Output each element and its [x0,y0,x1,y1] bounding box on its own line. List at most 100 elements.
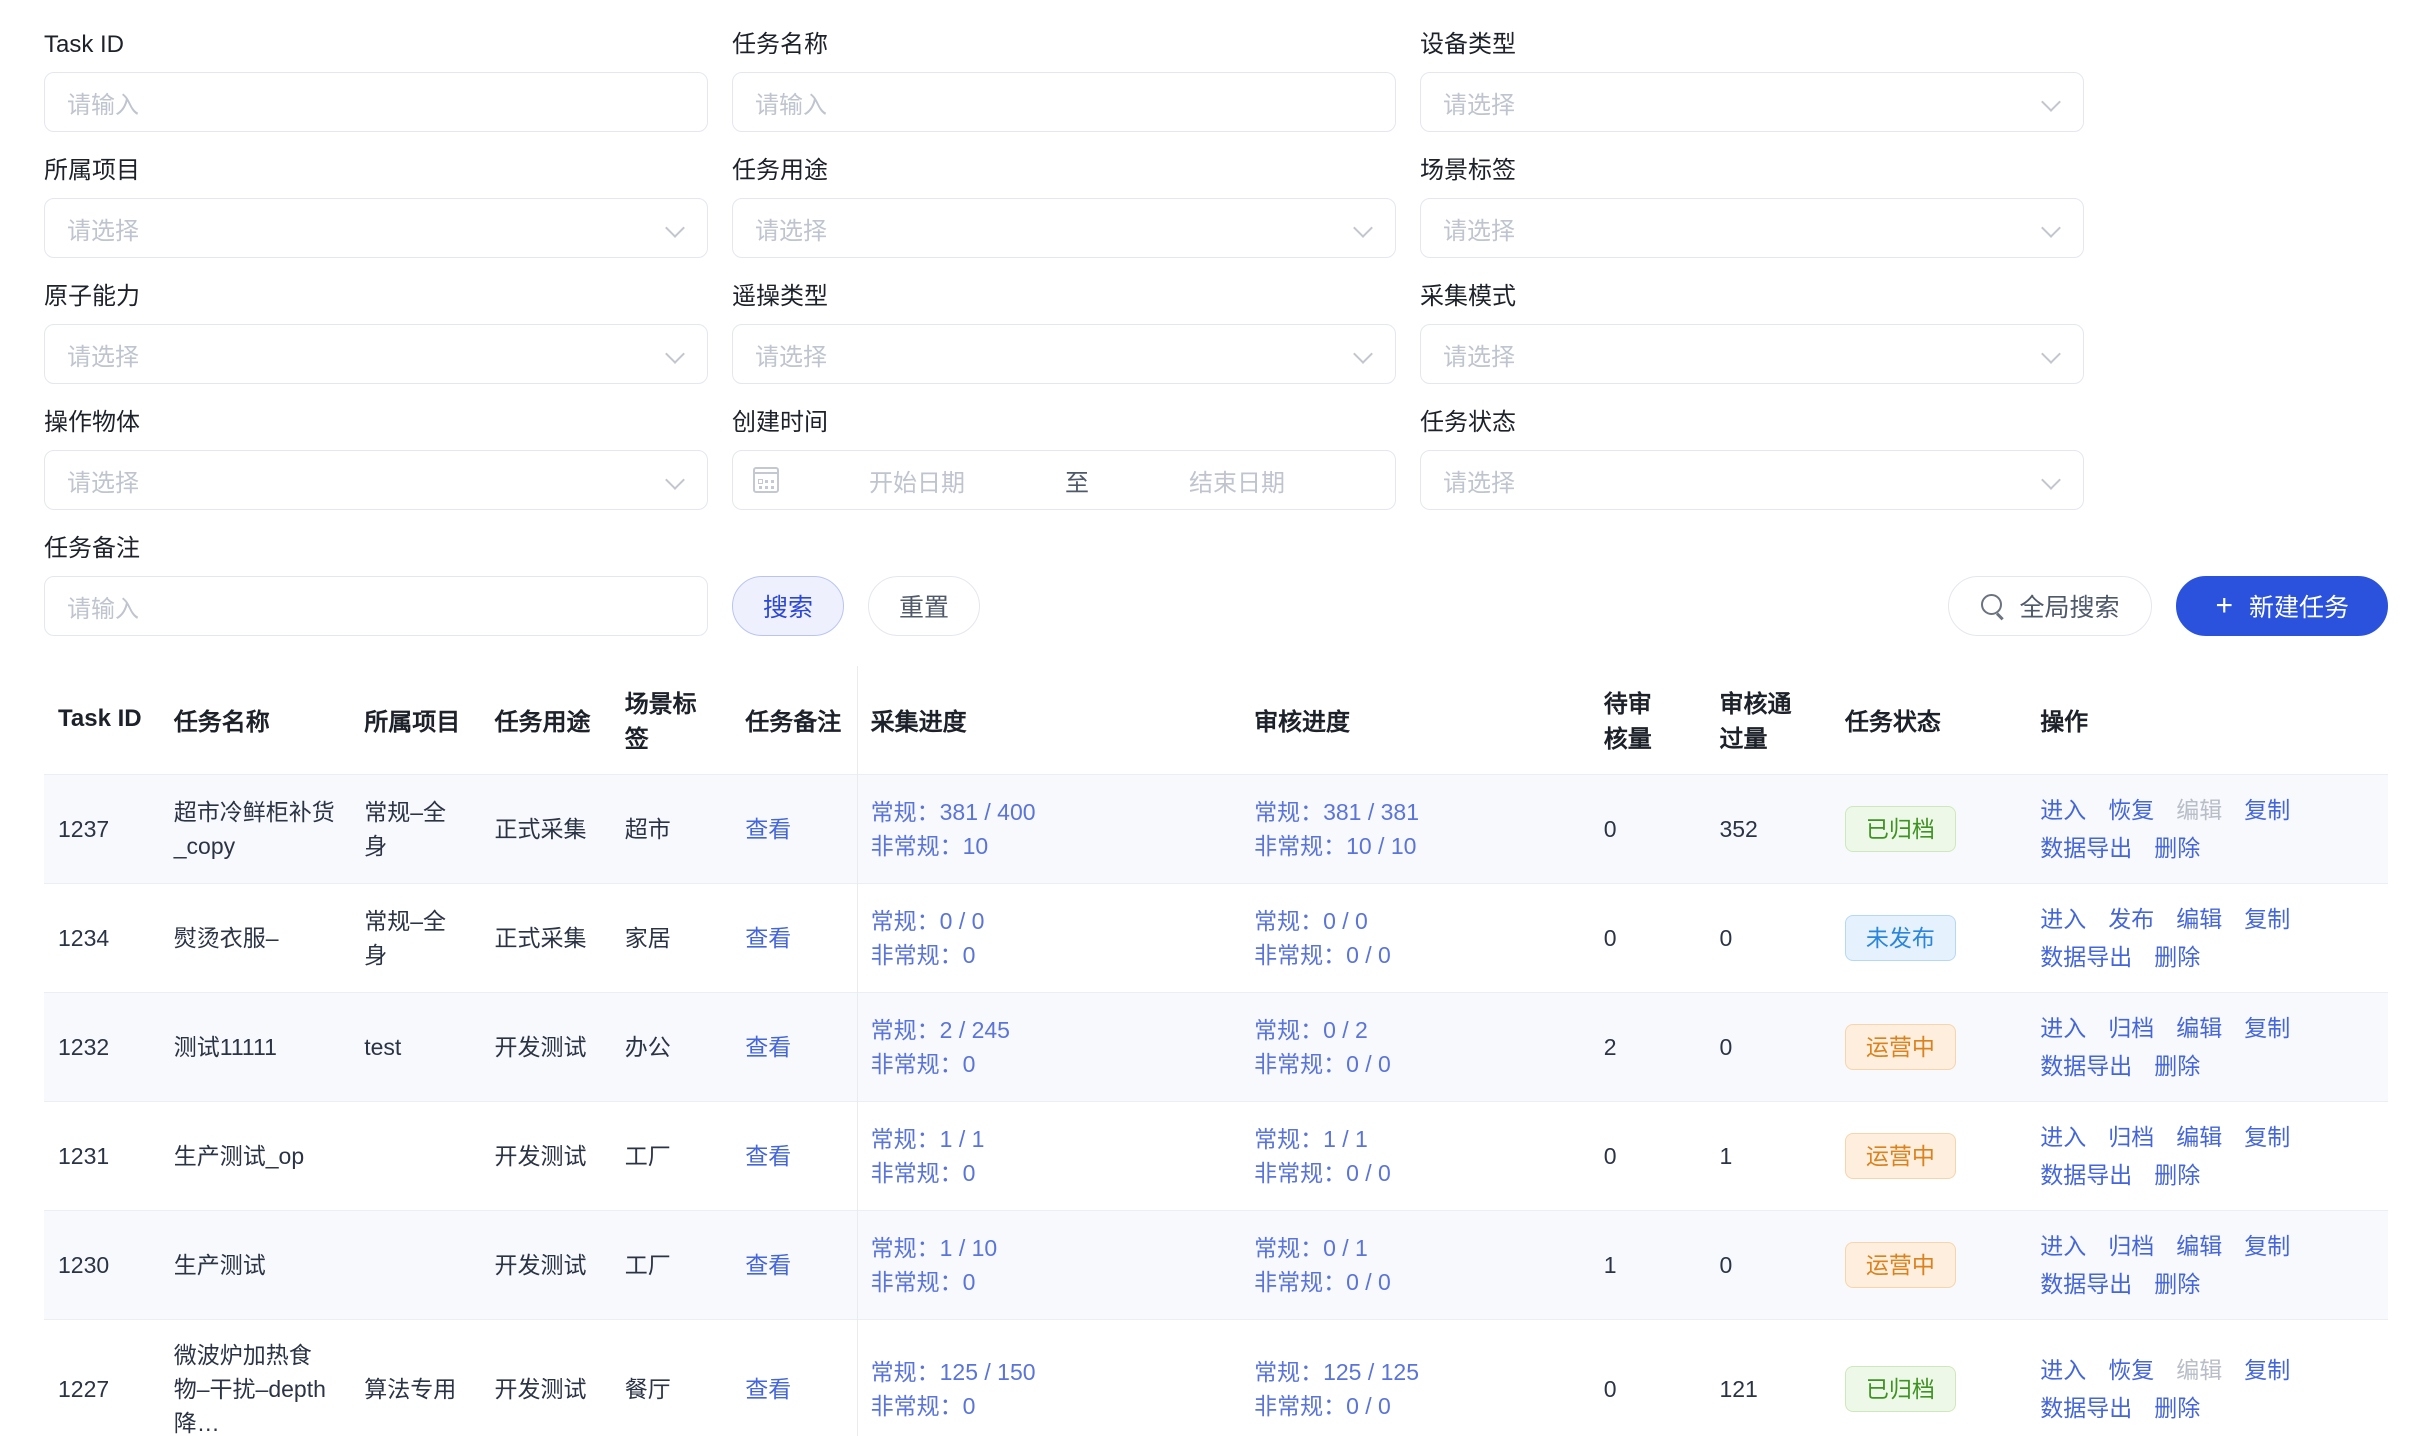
op-action[interactable]: 删除 [2154,1271,2201,1297]
passed-line-2: 过量 [1719,726,1768,753]
view-remark-link[interactable]: 查看 [745,1143,792,1169]
label-regular: 常规： [1254,799,1324,825]
collection-mode-placeholder: 请选择 [1443,343,1515,371]
column-header-ops: 操作 [2026,666,2388,775]
status-badge: 运营中 [1844,1024,1956,1070]
task-purpose-select[interactable]: 请选择 [732,198,1396,258]
global-search-button[interactable]: 全局搜索 [1948,576,2153,636]
collection-mode-select[interactable]: 请选择 [1420,324,2084,384]
op-action[interactable]: 归档 [2108,1233,2155,1259]
op-action[interactable]: 进入 [2040,1015,2087,1041]
cell-collect-progress-regular-value: 381 / 400 [939,799,1036,825]
task-name-input[interactable]: 请输入 [732,72,1396,132]
cell-passed-text: 0 [1719,925,1733,951]
cell-passed: 0 [1705,992,1831,1102]
atomic-capability-select[interactable]: 请选择 [44,324,708,384]
op-action[interactable]: 删除 [2154,944,2201,970]
label-irregular: 非常规： [870,942,963,968]
ops-list: 进入 归档 编辑 复制数据导出 删除 [2040,1229,2374,1301]
op-action[interactable]: 数据导出 [2040,1053,2133,1079]
op-action[interactable]: 复制 [2244,1357,2291,1383]
task-id-input[interactable]: 请输入 [44,72,708,132]
cell-audit-progress-irregular: 非常规：0 / 0 [1254,1047,1576,1081]
cell-audit-progress-irregular-value: 0 / 0 [1346,1160,1391,1186]
op-action[interactable]: 归档 [2108,1124,2155,1150]
label-regular: 常规： [1254,1235,1324,1261]
cell-scene: 家居 [610,883,732,993]
cell-project: test [350,992,481,1102]
op-action[interactable]: 编辑 [2176,1124,2223,1150]
field-scene-tag: 场景标签 请选择 [1420,154,2084,258]
cell-collect-progress-irregular-value: 0 [962,1393,976,1419]
label-regular: 常规： [1254,1359,1324,1385]
project-select[interactable]: 请选择 [44,198,708,258]
cell-purpose: 开发测试 [480,1210,611,1320]
op-action[interactable]: 复制 [2244,1015,2291,1041]
op-action[interactable]: 进入 [2040,1124,2087,1150]
view-remark-link[interactable]: 查看 [745,1376,792,1402]
op-action[interactable]: 数据导出 [2040,1162,2133,1188]
cell-passed: 121 [1705,1319,1831,1436]
op-action[interactable]: 进入 [2040,1357,2087,1383]
op-action[interactable]: 编辑 [2176,906,2223,932]
label-irregular: 非常规： [870,833,963,859]
op-action[interactable]: 复制 [2244,906,2291,932]
view-remark-link[interactable]: 查看 [745,925,792,951]
cell-passed: 1 [1705,1101,1831,1211]
view-remark-link[interactable]: 查看 [745,816,792,842]
date-end-input[interactable]: 结束日期 [1189,469,1285,497]
cell-passed-text: 0 [1719,1034,1733,1060]
global-search-label: 全局搜索 [2019,594,2120,622]
created-time-range-picker[interactable]: 开始日期 至 结束日期 [732,450,1396,510]
filter-form: Task ID 请输入 任务名称 请输入 设备类型 请选择 所属项目 请选择 任务用途 请选择 场景… [44,0,2388,636]
view-remark-link[interactable]: 查看 [745,1252,792,1278]
cell-task-name: 生产测试_op [159,1101,351,1211]
op-action[interactable]: 归档 [2108,1015,2155,1041]
cell-collect-progress-irregular: 非常规：0 [871,1389,1226,1423]
task-status-select[interactable]: 请选择 [1420,450,2084,510]
op-action[interactable]: 恢复 [2108,797,2155,823]
scene-tag-select[interactable]: 请选择 [1420,198,2084,258]
task-remark-input[interactable]: 请输入 [44,576,708,636]
op-action[interactable]: 数据导出 [2040,1395,2133,1421]
op-action[interactable]: 恢复 [2108,1357,2155,1383]
op-action[interactable]: 删除 [2154,1162,2201,1188]
op-action[interactable]: 复制 [2244,797,2291,823]
op-action[interactable]: 进入 [2040,1233,2087,1259]
op-action[interactable]: 编辑 [2176,1233,2223,1259]
cell-audit-progress-irregular: 非常规：0 / 0 [1254,1389,1576,1423]
date-start-input[interactable]: 开始日期 [869,469,965,497]
device-type-select[interactable]: 请选择 [1420,72,2084,132]
field-atomic-capability: 原子能力 请选择 [44,280,708,384]
label-regular: 常规： [1254,1017,1324,1043]
op-action[interactable]: 删除 [2154,1053,2201,1079]
op-action[interactable]: 复制 [2244,1233,2291,1259]
op-action[interactable]: 编辑 [2176,1015,2223,1041]
op-action[interactable]: 数据导出 [2040,1271,2133,1297]
op-action[interactable]: 删除 [2154,835,2201,861]
new-task-button[interactable]: + 新建任务 [2176,576,2388,636]
reset-button[interactable]: 重置 [868,576,980,636]
filter-rows: Task ID 请输入 任务名称 请输入 设备类型 请选择 所属项目 请选择 任务用途 请选择 场景… [44,28,2388,384]
op-action[interactable]: 数据导出 [2040,835,2133,861]
view-remark-link[interactable]: 查看 [745,1034,792,1060]
filter-row-2: 所属项目 请选择 任务用途 请选择 场景标签 请选择 [44,154,2388,258]
label-irregular: 非常规： [1254,1051,1347,1077]
op-action[interactable]: 删除 [2154,1395,2201,1421]
op-action[interactable]: 数据导出 [2040,944,2133,970]
cell-audit-progress-irregular-value: 0 / 0 [1346,1051,1391,1077]
cell-task-id-text: 1231 [58,1143,110,1169]
cell-audit-progress-regular: 常规：0 / 2 [1254,1013,1576,1047]
op-action[interactable]: 复制 [2244,1124,2291,1150]
op-action[interactable]: 发布 [2108,906,2155,932]
cell-pending: 0 [1589,883,1706,993]
cell-collect-progress-irregular: 非常规：10 [871,829,1226,863]
op-action[interactable]: 进入 [2040,797,2087,823]
operate-object-select[interactable]: 请选择 [44,450,708,510]
teleop-type-select[interactable]: 请选择 [732,324,1396,384]
cell-scene-text: 办公 [624,1034,671,1060]
cell-purpose-text: 正式采集 [494,816,587,842]
cell-audit-progress-regular: 常规：0 / 0 [1254,904,1576,938]
op-action[interactable]: 进入 [2040,906,2087,932]
search-button[interactable]: 搜索 [732,576,844,636]
